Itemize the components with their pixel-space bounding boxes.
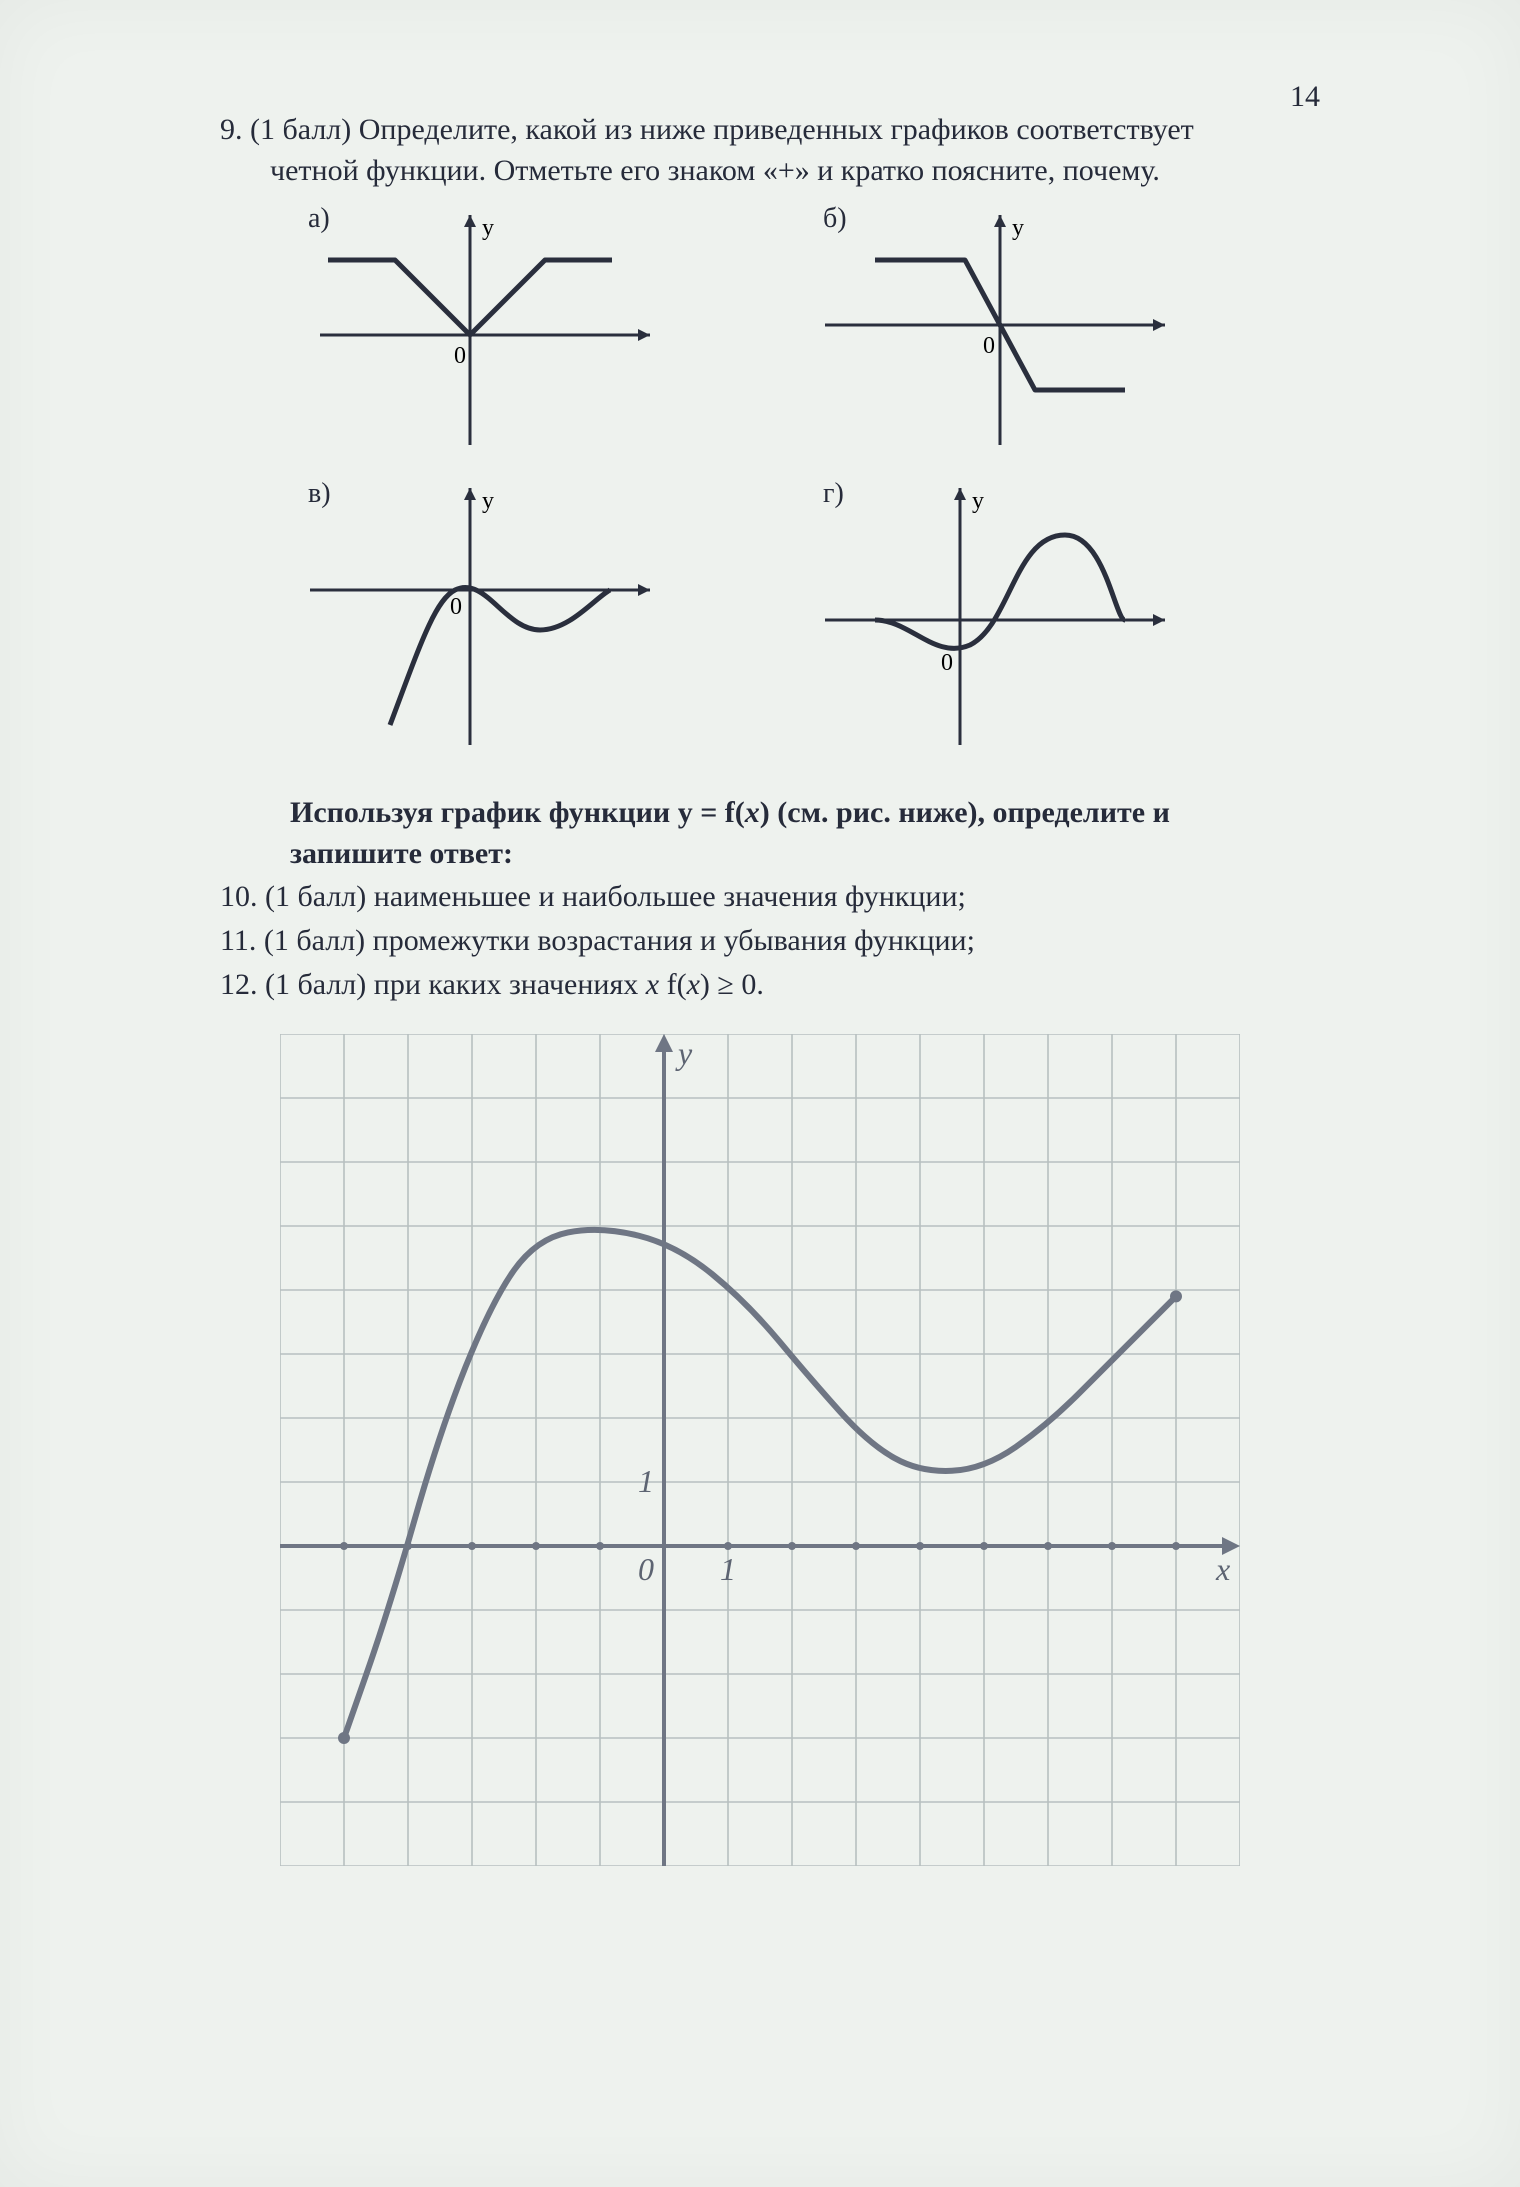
question-12: 12. (1 балл) при каких значениях x f(x) … [220, 964, 1360, 1006]
page-number: 14 [1290, 80, 1320, 114]
q9-text-1: Определите, какой из ниже приведенных гр… [359, 113, 1194, 146]
arrow-x-icon [1153, 614, 1165, 626]
lead-b: ) (см. рис. ниже), определите и [760, 796, 1170, 829]
arrow-y-icon [954, 488, 966, 500]
lead-a: Используя график функции y = f( [290, 796, 745, 829]
q11-pts: (1 балл) [264, 924, 365, 957]
arrow-y-icon [464, 215, 476, 227]
q11-txt: промежутки возрастания и убывания функци… [373, 924, 975, 957]
panel-b-label: б) [823, 203, 847, 235]
panel-a: а) y 0 [250, 195, 735, 460]
q12-txt-b: f( [659, 968, 686, 1001]
curve-v [390, 587, 610, 725]
q10-txt: наименьшее и наибольшее значения функции… [374, 880, 966, 913]
lead-c: запишите ответ: [290, 837, 513, 870]
arrow-x-icon [1153, 319, 1165, 331]
page: 14 9. (1 балл) Определите, какой из ниже… [0, 0, 1520, 2187]
q12-x2: x [687, 968, 700, 1001]
arrow-y-icon [464, 488, 476, 500]
panel-g-label: г) [823, 478, 844, 510]
q12-x: x [646, 968, 659, 1001]
label-origin: 0 [941, 650, 953, 676]
question-10: 10. (1 балл) наименьшее и наибольшее зна… [220, 876, 1360, 918]
mini-chart-v: y 0 [250, 470, 690, 760]
label-y: y [972, 488, 984, 514]
label-origin: 0 [454, 343, 466, 369]
question-11: 11. (1 балл) промежутки возрастания и уб… [220, 920, 1360, 962]
panel-g: г) y 0 [765, 470, 1250, 765]
svg-text:0: 0 [638, 1551, 654, 1587]
q12-num: 12. [220, 968, 258, 1001]
curve-g [875, 535, 1125, 648]
arrow-x-icon [638, 329, 650, 341]
panel-a-label: а) [308, 203, 330, 235]
label-y: y [482, 488, 494, 514]
svg-text:x: x [1215, 1551, 1230, 1587]
mini-chart-grid: а) y 0 б) [250, 195, 1250, 765]
section-lead: Используя график функции y = f(x) (см. р… [220, 793, 1360, 874]
q10-num: 10. [220, 880, 258, 913]
svg-text:1: 1 [720, 1551, 736, 1587]
q12-pts: (1 балл) [265, 968, 366, 1001]
q9-number: 9. [220, 113, 243, 146]
label-y: y [1012, 215, 1024, 241]
lead-x: x [745, 796, 760, 829]
arrow-y-icon [994, 215, 1006, 227]
label-y: y [482, 215, 494, 241]
panel-v-label: в) [308, 478, 331, 510]
q10-pts: (1 балл) [265, 880, 366, 913]
q12-txt-a: при каких значениях [374, 968, 646, 1001]
panel-v: в) y 0 [250, 470, 735, 765]
q12-txt-c: ) ≥ 0. [700, 968, 764, 1001]
svg-text:y: y [675, 1035, 693, 1071]
label-origin: 0 [983, 333, 995, 359]
q9-points: (1 балл) [250, 113, 351, 146]
q11-num: 11. [220, 924, 256, 957]
panel-b: б) y 0 [765, 195, 1250, 460]
label-origin: 0 [450, 594, 462, 620]
svg-text:1: 1 [638, 1463, 654, 1499]
arrow-x-icon [638, 584, 650, 596]
mini-chart-g: y 0 [765, 470, 1205, 760]
question-9: 9. (1 балл) Определите, какой из ниже пр… [220, 110, 1340, 191]
q9-text-2: четной функции. Отметьте его знаком «+» … [270, 154, 1160, 187]
big-chart: y x 0 1 1 [280, 1034, 1240, 1866]
big-chart-container: y x 0 1 1 [280, 1034, 1360, 1871]
